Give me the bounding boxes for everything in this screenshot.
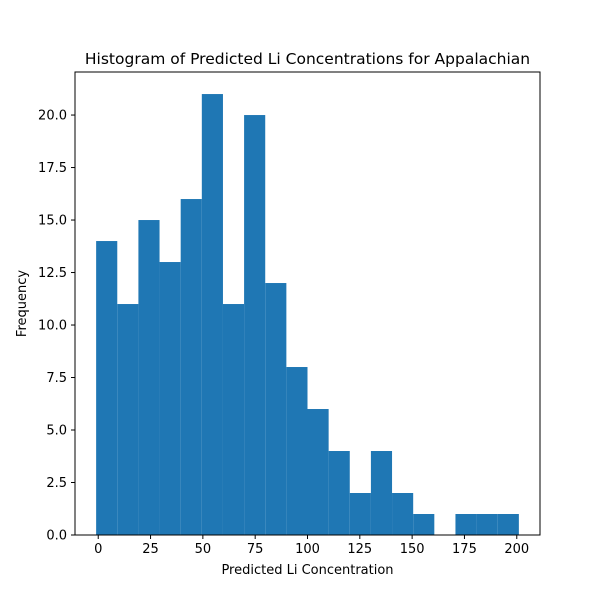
histogram-bar — [286, 367, 308, 535]
x-tick-label: 0 — [94, 542, 102, 557]
histogram-bar — [159, 262, 181, 535]
y-tick-label: 0.0 — [46, 529, 67, 544]
y-tick-label: 10.0 — [38, 319, 67, 334]
histogram-bar — [328, 451, 350, 535]
x-tick-label: 200 — [504, 542, 529, 557]
histogram-bar — [392, 493, 414, 535]
histogram-bar — [349, 493, 371, 535]
histogram-bar — [265, 283, 287, 535]
histogram-bar — [117, 304, 139, 535]
histogram-bar — [222, 304, 245, 535]
histogram-bar — [180, 199, 202, 535]
y-tick-label: 7.5 — [46, 371, 67, 386]
histogram-bar — [370, 451, 393, 535]
y-tick-label: 15.0 — [38, 214, 67, 229]
x-tick-label: 50 — [195, 542, 212, 557]
x-tick-label: 125 — [347, 542, 372, 557]
x-tick-label: 25 — [142, 542, 159, 557]
y-tick-label: 12.5 — [38, 266, 67, 281]
x-axis-ticks: 0 25 50 75 100 125 150 175 200 — [94, 535, 529, 557]
x-axis-label: Predicted Li Concentration — [221, 563, 393, 578]
bars-group — [96, 94, 519, 536]
histogram-bar — [244, 115, 266, 535]
histogram-bar — [307, 409, 329, 535]
x-tick-label: 150 — [400, 542, 425, 557]
y-tick-label: 5.0 — [46, 424, 67, 439]
histogram-bar — [476, 514, 498, 535]
x-tick-label: 75 — [247, 542, 264, 557]
histogram-bar — [413, 514, 435, 535]
histogram-bar — [96, 241, 118, 536]
histogram-bar — [497, 514, 519, 535]
histogram-bar — [455, 514, 477, 535]
x-tick-label: 175 — [452, 542, 477, 557]
y-tick-label: 17.5 — [38, 161, 67, 176]
y-tick-label: 20.0 — [38, 109, 67, 124]
x-tick-label: 100 — [295, 542, 320, 557]
chart-title: Histogram of Predicted Li Concentrations… — [85, 50, 530, 68]
histogram-bar — [138, 220, 160, 536]
histogram-bar — [201, 94, 223, 536]
y-tick-label: 2.5 — [46, 476, 67, 491]
y-axis-ticks: 0.0 2.5 5.0 7.5 10.0 12.5 15.0 17.5 20.0 — [38, 109, 75, 544]
y-axis-label: Frequency — [15, 270, 30, 337]
